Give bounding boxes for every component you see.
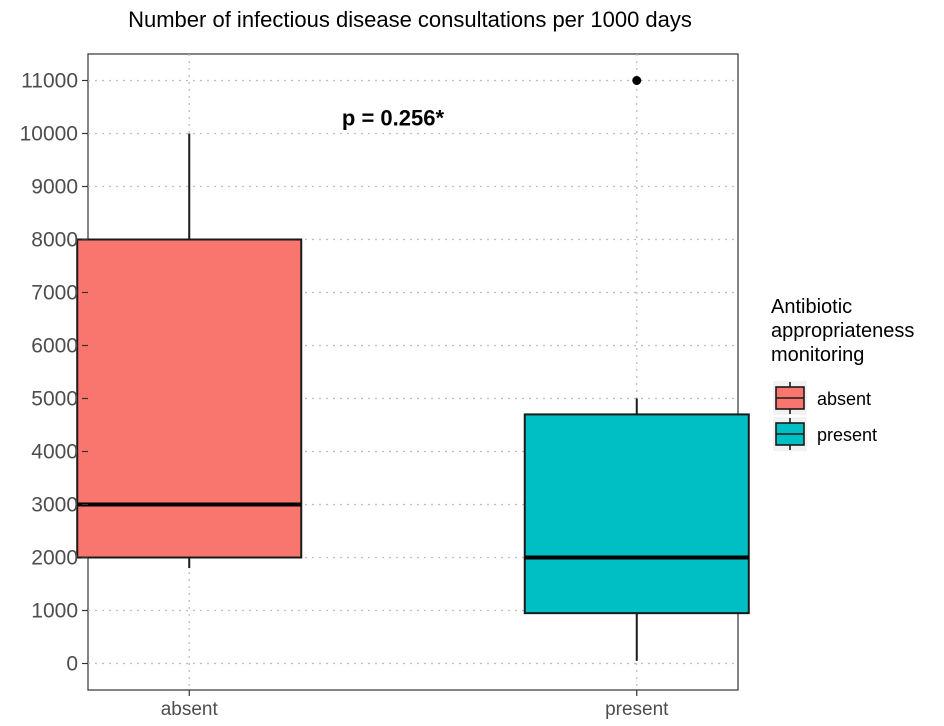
legend-label: absent bbox=[817, 389, 871, 409]
y-tick-label: 6000 bbox=[31, 335, 78, 358]
y-tick-label: 10000 bbox=[20, 123, 78, 146]
legend-title-line: monitoring bbox=[771, 344, 864, 366]
y-tick-label: 4000 bbox=[31, 441, 78, 464]
y-axis: 0 1000 2000 3000 4000 5000 6000 7000 8000 9000 100… bbox=[20, 70, 88, 676]
legend-entry-present: present bbox=[773, 417, 877, 451]
legend-entry-absent: absent bbox=[773, 381, 871, 415]
y-tick-label: 5000 bbox=[31, 388, 78, 411]
y-tick-label: 2000 bbox=[31, 547, 78, 570]
y-tick-label: 11000 bbox=[21, 70, 78, 93]
p-value-annotation: p = 0.256* bbox=[342, 106, 445, 131]
chart-title: Number of infectious disease consultatio… bbox=[128, 7, 692, 32]
legend-label: present bbox=[817, 425, 877, 445]
y-tick-label: 9000 bbox=[31, 176, 78, 199]
y-tick-label: 1000 bbox=[31, 600, 78, 623]
y-tick-label: 0 bbox=[66, 653, 78, 676]
y-tick-label: 8000 bbox=[31, 229, 78, 252]
x-axis: absent present bbox=[161, 690, 669, 720]
box-body bbox=[523, 413, 750, 615]
box-present bbox=[523, 76, 750, 661]
box-body bbox=[76, 238, 303, 559]
legend-title-line: appropriateness bbox=[771, 320, 914, 342]
y-tick-label: 7000 bbox=[31, 282, 78, 305]
x-tick-label: present bbox=[605, 699, 669, 720]
outlier-point bbox=[632, 76, 642, 85]
boxes bbox=[76, 76, 750, 661]
y-tick-label: 3000 bbox=[31, 494, 78, 517]
x-tick-label: absent bbox=[161, 699, 219, 720]
box-absent bbox=[76, 133, 303, 569]
legend-title-line: Antibiotic bbox=[771, 296, 852, 318]
